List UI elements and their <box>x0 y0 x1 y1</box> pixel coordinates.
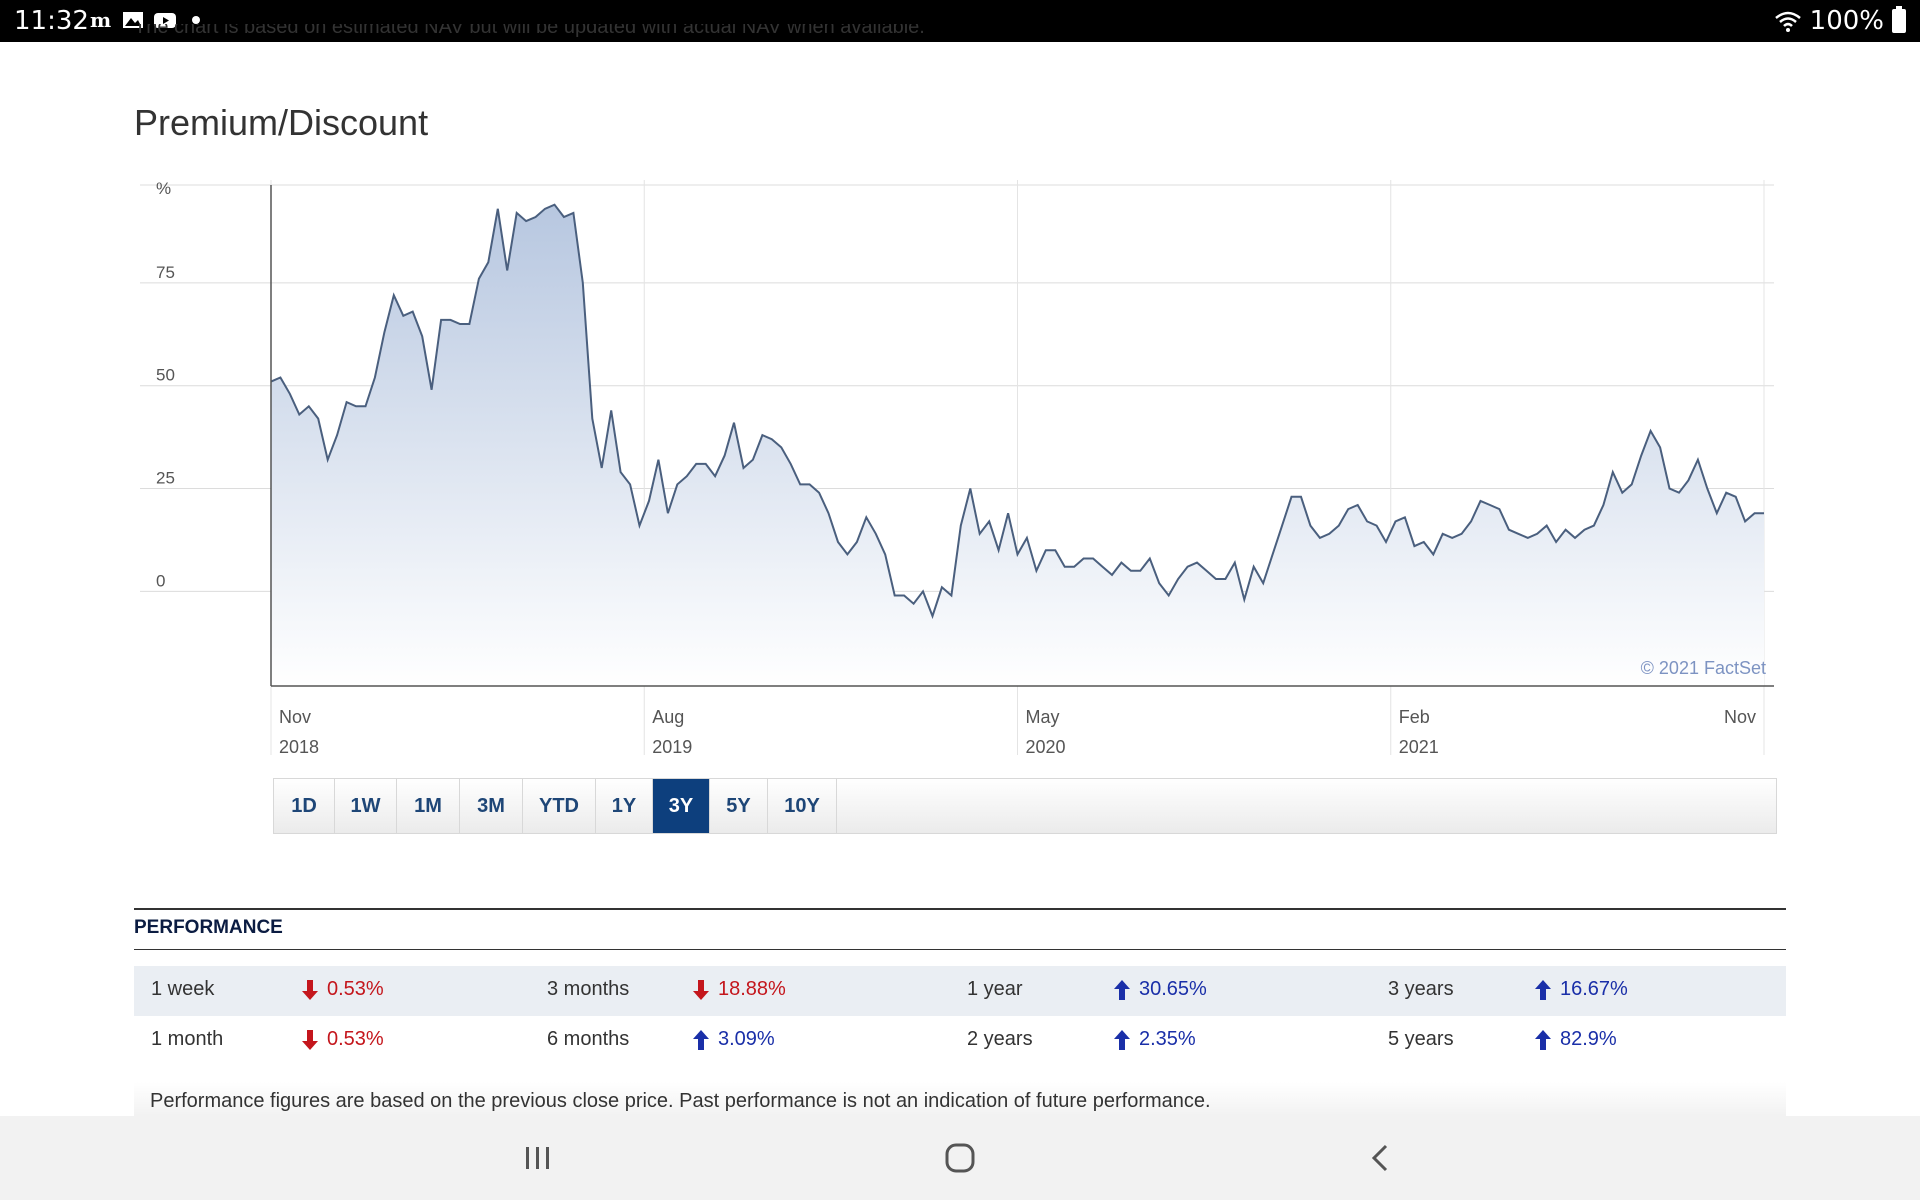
range-button-10y[interactable]: 10Y <box>768 779 837 833</box>
arrow-up-icon <box>1114 1029 1130 1050</box>
range-button-5y[interactable]: 5Y <box>710 779 768 833</box>
performance-period-label: 2 years <box>967 1028 1033 1050</box>
home-icon[interactable] <box>940 1138 980 1178</box>
m-icon: m <box>90 9 111 31</box>
performance-top-rule <box>134 908 1786 910</box>
performance-value: 3.09% <box>692 1028 775 1051</box>
y-tick-label: 50 <box>156 366 175 385</box>
range-selector: 1D 1W 1M 3M YTD 1Y 3Y 5Y 10Y <box>273 778 1777 834</box>
y-tick-label: 75 <box>156 263 175 282</box>
performance-period-label: 1 year <box>967 978 1023 1000</box>
y-tick-label: 25 <box>156 469 175 488</box>
premium-discount-chart: 75 50 25 0% Nov 2018 Aug 2019 May 2020 Feb 2021 Nov ©… <box>140 179 1774 757</box>
chart-note-text: The chart is based on estimated NAV but … <box>134 24 925 38</box>
performance-value-text: 0.53% <box>327 1028 384 1050</box>
performance-value: 0.53% <box>301 978 384 1001</box>
svg-text:m: m <box>90 9 111 31</box>
range-button-1y[interactable]: 1Y <box>596 779 653 833</box>
page-title: Premium/Discount <box>134 102 429 143</box>
range-button-1m[interactable]: 1M <box>397 779 460 833</box>
arrow-up-icon <box>1535 1029 1551 1050</box>
performance-period-label: 6 months <box>547 1028 630 1050</box>
range-button-ytd[interactable]: YTD <box>523 779 596 833</box>
performance-period-label: 3 months <box>547 978 630 1000</box>
performance-value-text: 3.09% <box>718 1028 775 1050</box>
x-tick-label-month: May <box>1026 707 1060 727</box>
table-row: 1 week 0.53% 3 months 18.88% 1 year 30.65% 3 y… <box>134 966 1786 1016</box>
performance-period-label: 1 month <box>151 1028 224 1050</box>
performance-value-text: 30.65% <box>1139 978 1207 1000</box>
x-tick-label-year: 2020 <box>1026 737 1066 757</box>
status-bar: 11:32 m 100% <box>0 0 1920 42</box>
series-area <box>271 204 1764 686</box>
status-icons-left: m <box>90 9 208 31</box>
performance-value: 0.53% <box>301 1028 384 1051</box>
status-time: 11:32 <box>14 6 89 36</box>
range-button-3m[interactable]: 3M <box>460 779 523 833</box>
performance-value: 18.88% <box>692 978 786 1001</box>
arrow-up-icon <box>1114 979 1130 1000</box>
x-tick-label-year: 2021 <box>1399 737 1439 757</box>
x-tick-label-month: Nov <box>279 707 311 727</box>
x-tick-label-month: Aug <box>652 707 684 727</box>
x-tick-label-year: 2019 <box>652 737 692 757</box>
arrow-up-icon <box>1535 979 1551 1000</box>
performance-value: 82.9% <box>1534 1028 1617 1051</box>
table-row: 1 month 0.53% 6 months 3.09% 2 years 2.35% 5 y… <box>134 1016 1786 1066</box>
battery-percent: 100% <box>1809 6 1884 36</box>
image-icon <box>123 12 143 28</box>
performance-title: PERFORMANCE <box>134 917 283 938</box>
performance-value-text: 82.9% <box>1560 1028 1617 1050</box>
performance-value-text: 0.53% <box>327 978 384 1000</box>
y-axis-label: % <box>156 179 171 198</box>
x-tick-label-month: Feb <box>1399 707 1430 727</box>
performance-value-text: 18.88% <box>718 978 786 1000</box>
performance-value-text: 16.67% <box>1560 978 1628 1000</box>
series-line <box>270 203 1764 620</box>
performance-value-text: 2.35% <box>1139 1028 1196 1050</box>
battery-icon <box>1892 6 1906 33</box>
arrow-down-icon <box>302 1029 318 1050</box>
youtube-icon <box>154 13 176 28</box>
range-button-1w[interactable]: 1W <box>335 779 397 833</box>
recent-apps-icon[interactable] <box>518 1138 558 1178</box>
dot-icon <box>192 16 200 24</box>
range-button-1d[interactable]: 1D <box>274 779 335 833</box>
back-icon[interactable] <box>1360 1138 1400 1178</box>
performance-bottom-rule <box>134 949 1786 950</box>
x-tick-label-month: Nov <box>1724 707 1756 727</box>
performance-value: 30.65% <box>1113 978 1207 1001</box>
performance-value: 16.67% <box>1534 978 1628 1001</box>
arrow-up-icon <box>693 1029 709 1050</box>
wifi-icon <box>1774 11 1801 32</box>
performance-value: 2.35% <box>1113 1028 1196 1051</box>
x-tick-label-year: 2018 <box>279 737 319 757</box>
y-tick-label: 0 <box>156 571 165 590</box>
performance-footnote: Performance figures are based on the pre… <box>134 1082 1786 1116</box>
performance-period-label: 1 week <box>151 978 215 1000</box>
range-button-3y[interactable]: 3Y <box>653 779 710 833</box>
performance-period-label: 3 years <box>1388 978 1454 1000</box>
chart-credit: © 2021 FactSet <box>1641 658 1766 678</box>
arrow-down-icon <box>693 979 709 1000</box>
arrow-down-icon <box>302 979 318 1000</box>
performance-period-label: 5 years <box>1388 1028 1454 1050</box>
status-icons-right: 100% <box>1774 6 1906 36</box>
system-nav-bar <box>0 1116 1920 1200</box>
